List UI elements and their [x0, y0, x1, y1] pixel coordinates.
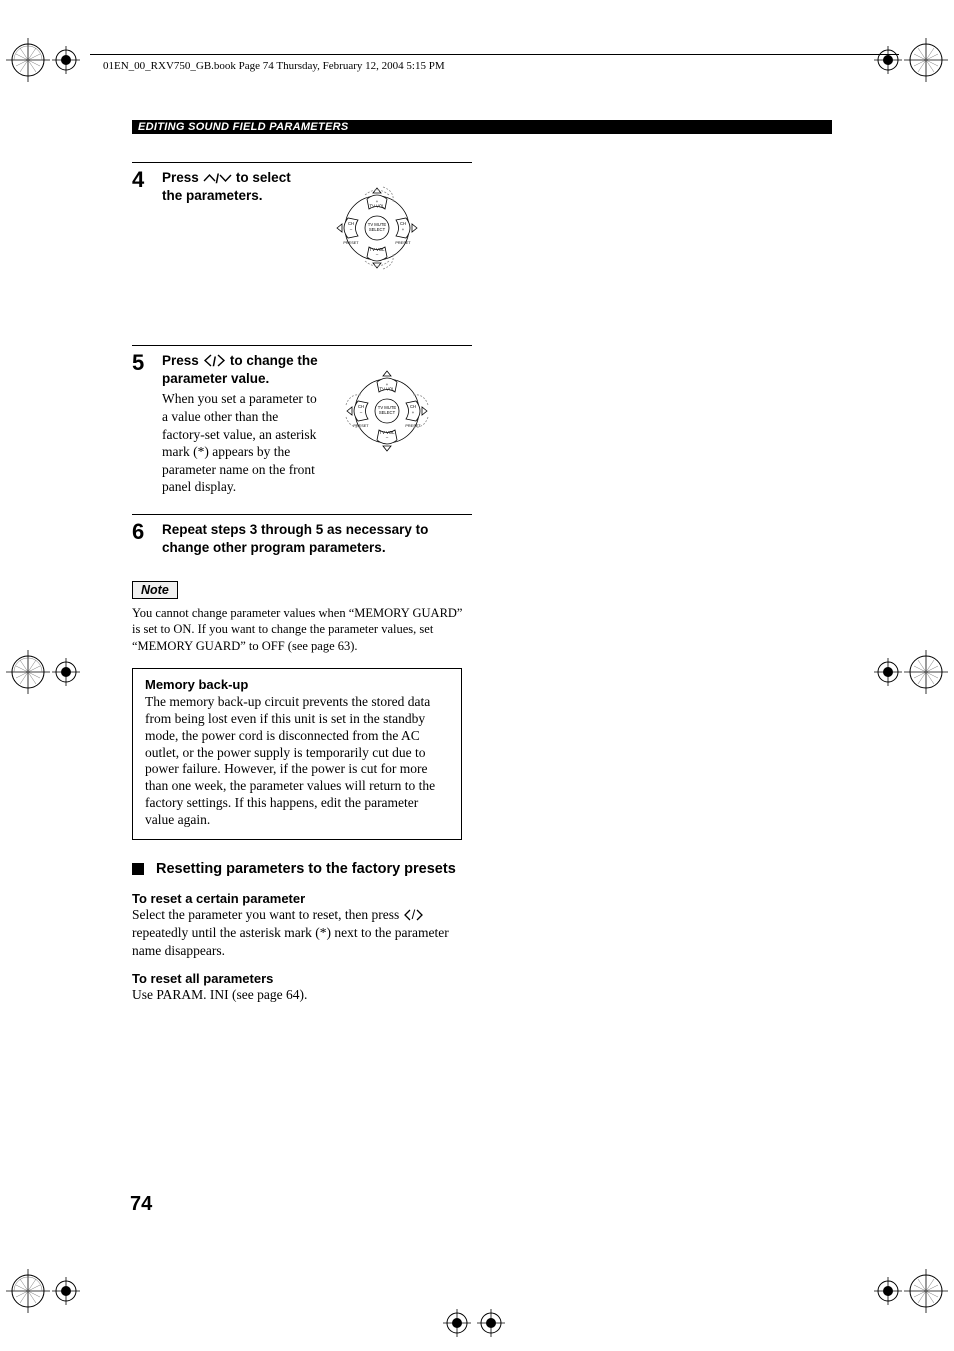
step-4-pre: Press: [162, 170, 203, 185]
right-arrow-icon-2: [415, 909, 424, 921]
down-arrow-icon: [219, 173, 232, 183]
main-column: 4 Press / to select the parameters. TV M…: [132, 162, 472, 1004]
step-5: 5 Press / to change the parameter value.…: [132, 352, 472, 496]
svg-text:CH: CH: [358, 404, 364, 409]
step-4-diagram: TV MUTE SELECT + TV VOL TV VOL – CH – CH…: [322, 169, 432, 283]
step-number-4: 4: [132, 169, 148, 191]
up-arrow-icon: [203, 173, 216, 183]
reset-certain-block: To reset a certain parameter Select the …: [132, 891, 472, 959]
svg-text:PRESET: PRESET: [405, 424, 421, 428]
note-label: Note: [132, 581, 178, 599]
svg-text:PRESET: PRESET: [395, 241, 411, 245]
crop-mark-bottom-center: [435, 1299, 513, 1347]
svg-text:SELECT: SELECT: [379, 410, 396, 415]
step-rule-4: [132, 162, 472, 163]
reset-certain-title: To reset a certain parameter: [132, 891, 472, 906]
note-text: You cannot change parameter values when …: [132, 605, 472, 654]
right-arrow-icon: [216, 354, 226, 367]
svg-text:TV VOL: TV VOL: [370, 204, 386, 209]
step-4-heading: Press / to select the parameters.: [162, 169, 312, 205]
reset-certain-text: Select the parameter you want to reset, …: [132, 906, 472, 959]
step-5-pre: Press: [162, 353, 203, 368]
step-5-body: When you set a parameter to a value othe…: [162, 390, 322, 495]
svg-text:CH: CH: [400, 221, 406, 226]
step-number-5: 5: [132, 352, 148, 374]
svg-text:SELECT: SELECT: [369, 227, 386, 232]
crop-mark-top-right: [870, 36, 948, 84]
reset-all-text: Use PARAM. INI (see page 64).: [132, 986, 472, 1004]
running-header: 01EN_00_RXV750_GB.book Page 74 Thursday,…: [103, 60, 445, 72]
step-rule-6: [132, 514, 472, 515]
reset-certain-pre: Select the parameter you want to reset, …: [132, 907, 403, 922]
reset-certain-post: repeatedly until the asterisk mark (*) n…: [132, 925, 449, 958]
reset-section-title: Resetting parameters to the factory pres…: [156, 860, 456, 879]
memory-backup-title: Memory back-up: [145, 677, 449, 692]
crop-mark-bottom-left: [6, 1267, 84, 1315]
svg-text:CH: CH: [348, 221, 354, 226]
svg-text:PRESET: PRESET: [343, 241, 359, 245]
header-rule: [90, 54, 899, 55]
left-arrow-icon-2: [403, 909, 412, 921]
memory-backup-text: The memory back-up circuit prevents the …: [145, 694, 449, 829]
crop-mark-top-left: [6, 36, 84, 84]
page-content: EDITING SOUND FIELD PARAMETERS 4 Press /…: [132, 120, 832, 1004]
step-number-6: 6: [132, 521, 148, 543]
step-rule-5: [132, 345, 472, 346]
page-number: 74: [130, 1193, 152, 1216]
step-4: 4 Press / to select the parameters. TV M…: [132, 169, 472, 283]
bullet-icon: [132, 863, 144, 875]
crop-mark-mid-right: [870, 648, 948, 696]
memory-backup-box: Memory back-up The memory back-up circui…: [132, 668, 462, 840]
crop-mark-mid-left: [6, 648, 84, 696]
step-5-diagram: TV MUTE SELECT + TV VOL TV VOL – CH – CH…: [332, 352, 442, 496]
reset-all-block: To reset all parameters Use PARAM. INI (…: [132, 971, 472, 1004]
left-arrow-icon: [203, 354, 213, 367]
reset-all-title: To reset all parameters: [132, 971, 472, 986]
step-5-heading: Press / to change the parameter value.: [162, 352, 322, 388]
step-6: 6 Repeat steps 3 through 5 as necessary …: [132, 521, 472, 557]
crop-mark-bottom-right: [870, 1267, 948, 1315]
svg-text:CH: CH: [410, 404, 416, 409]
reset-section-header: Resetting parameters to the factory pres…: [132, 860, 472, 879]
svg-text:TV VOL: TV VOL: [380, 387, 396, 392]
section-title-bar: EDITING SOUND FIELD PARAMETERS: [132, 120, 832, 134]
step-6-heading: Repeat steps 3 through 5 as necessary to…: [162, 521, 472, 557]
